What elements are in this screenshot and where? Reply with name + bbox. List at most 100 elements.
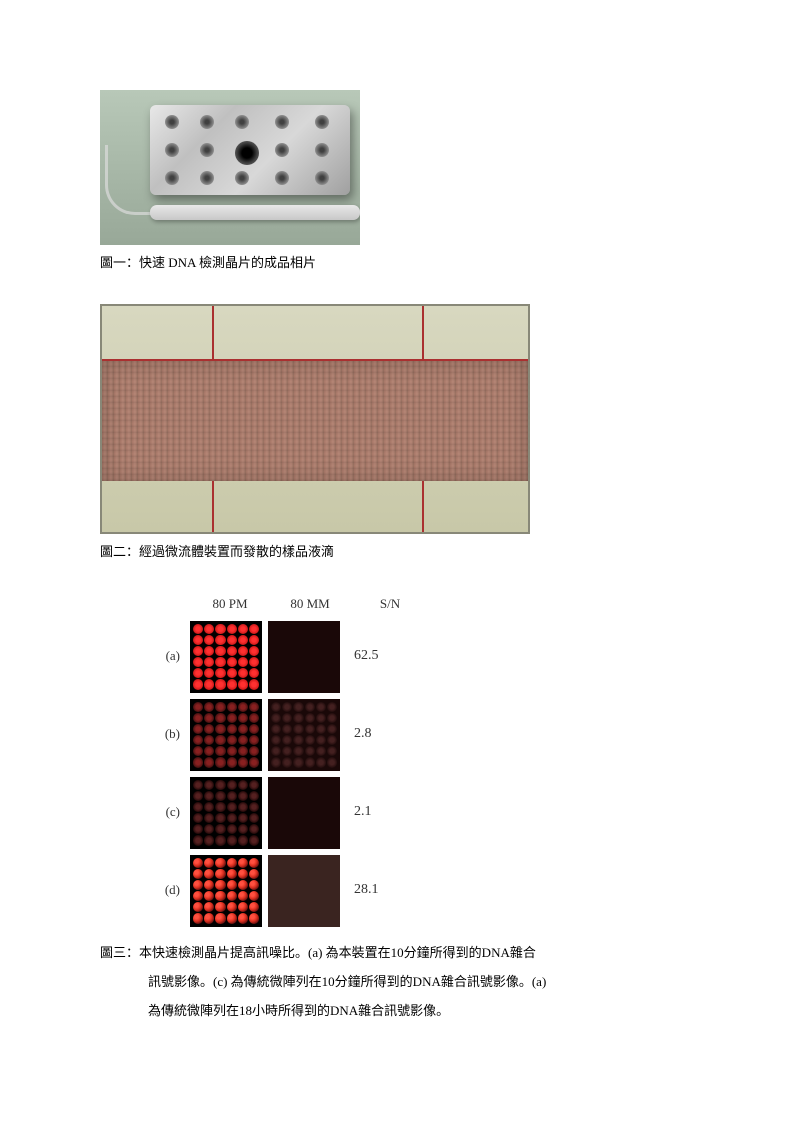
array-dot <box>215 880 225 890</box>
figure-1-block: 圖一：快速 DNA 檢測晶片的成品相片 <box>100 90 700 274</box>
device-hole <box>275 171 289 185</box>
array-dot <box>193 679 203 689</box>
array-dot <box>238 713 248 723</box>
figure-3-row: (b)2.8 <box>150 699 450 771</box>
array-dot <box>238 757 248 767</box>
array-dot <box>249 858 259 868</box>
channel-border <box>212 481 214 534</box>
figure-3-row: (a)62.5 <box>150 621 450 693</box>
array-dot <box>271 702 281 712</box>
array-dot <box>282 724 292 734</box>
array-dot <box>193 757 203 767</box>
array-dot <box>204 702 214 712</box>
array-dot <box>327 746 337 756</box>
array-dot <box>271 735 281 745</box>
figure-3-header-row: 80 PM 80 MM S/N <box>150 594 450 615</box>
array-dot <box>293 735 303 745</box>
header-pm: 80 PM <box>190 594 270 615</box>
array-dot <box>316 735 326 745</box>
array-dot <box>193 824 203 834</box>
array-dot <box>238 813 248 823</box>
array-dot <box>204 713 214 723</box>
array-dot <box>249 891 259 901</box>
mm-array <box>268 621 340 693</box>
array-dot <box>193 713 203 723</box>
mm-array <box>268 777 340 849</box>
array-dot <box>193 702 203 712</box>
array-dot <box>193 891 203 901</box>
array-dot <box>238 913 248 923</box>
mm-array <box>268 855 340 927</box>
array-dot <box>249 635 259 645</box>
array-dot <box>227 635 237 645</box>
pm-array <box>190 855 262 927</box>
device-hole <box>200 115 214 129</box>
sn-value: 2.1 <box>354 801 404 823</box>
array-dot <box>249 780 259 790</box>
array-dot <box>204 724 214 734</box>
array-dot <box>215 869 225 879</box>
array-dot <box>193 791 203 801</box>
figure-1-caption: 圖一：快速 DNA 檢測晶片的成品相片 <box>100 251 700 274</box>
channel-border <box>422 481 424 534</box>
array-dot <box>215 746 225 756</box>
array-dot <box>193 835 203 845</box>
array-dot <box>204 735 214 745</box>
array-dot <box>316 713 326 723</box>
dna-chip-device <box>150 105 350 195</box>
array-dot <box>215 902 225 912</box>
array-dot <box>227 891 237 901</box>
array-dot <box>204 746 214 756</box>
array-dot <box>249 791 259 801</box>
array-dot <box>204 657 214 667</box>
sn-value: 2.8 <box>354 723 404 745</box>
array-dot <box>271 757 281 767</box>
array-dot <box>204 791 214 801</box>
figure-1-photo <box>100 90 360 245</box>
row-label: (c) <box>150 802 190 823</box>
device-hole <box>165 143 179 157</box>
device-hole <box>200 143 214 157</box>
array-dot <box>238 624 248 634</box>
pm-array <box>190 621 262 693</box>
array-dot <box>238 635 248 645</box>
array-dot <box>238 891 248 901</box>
array-dot <box>193 724 203 734</box>
array-dot <box>249 746 259 756</box>
array-dot <box>227 835 237 845</box>
array-dot <box>271 713 281 723</box>
array-dot <box>215 646 225 656</box>
device-hole <box>200 171 214 185</box>
array-dot <box>282 713 292 723</box>
array-dot <box>249 902 259 912</box>
array-dot <box>227 668 237 678</box>
row-label: (a) <box>150 646 190 667</box>
array-dot <box>249 735 259 745</box>
device-hole <box>165 171 179 185</box>
array-dot <box>227 735 237 745</box>
array-dot <box>238 679 248 689</box>
array-dot <box>204 635 214 645</box>
array-dot <box>193 813 203 823</box>
array-dot <box>249 880 259 890</box>
array-dot <box>282 757 292 767</box>
array-dot <box>193 880 203 890</box>
figure-3-caption-line3: 為傳統微陣列在18小時所得到的DNA雜合訊號影像。 <box>100 999 700 1022</box>
array-dot <box>238 902 248 912</box>
device-hole <box>275 115 289 129</box>
figure-3-row: (d)28.1 <box>150 855 450 927</box>
array-dot <box>204 668 214 678</box>
array-dot <box>193 668 203 678</box>
array-dot <box>215 858 225 868</box>
array-dot <box>227 902 237 912</box>
device-hole <box>315 171 329 185</box>
mm-array <box>268 699 340 771</box>
array-dot <box>227 802 237 812</box>
array-dot <box>227 646 237 656</box>
array-dot <box>238 802 248 812</box>
array-dot <box>249 668 259 678</box>
array-dot <box>215 780 225 790</box>
array-dot <box>227 880 237 890</box>
device-hole <box>235 171 249 185</box>
array-dot <box>305 746 315 756</box>
